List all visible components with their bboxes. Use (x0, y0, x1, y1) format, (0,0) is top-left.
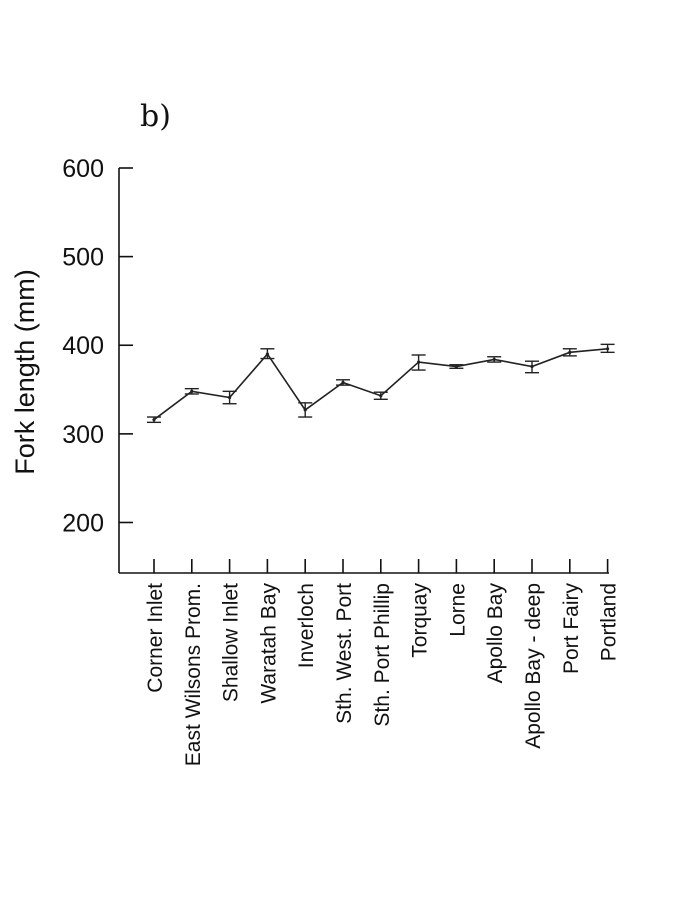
x-tick-label: Corner Inlet (144, 583, 167, 693)
x-tick-label: Torquay (409, 583, 432, 658)
y-tick-label: 600 (62, 155, 104, 183)
data-point (417, 360, 421, 364)
y-tick-label: 500 (62, 244, 104, 272)
panel-label: b) (140, 99, 171, 134)
data-point (190, 389, 194, 393)
y-tick-label: 200 (62, 509, 104, 537)
series-group (152, 347, 610, 422)
x-tick-label: Shallow Inlet (220, 583, 243, 702)
data-point (379, 394, 383, 398)
data-point (530, 364, 534, 369)
data-point (341, 380, 345, 385)
x-ticks: Corner Inlet East Wilsons Prom. Shallow In… (144, 559, 621, 766)
axes (118, 168, 609, 574)
x-tick-label: Sth. Port Phillip (371, 583, 394, 727)
y-ticks: 200 300 400 500 600 (62, 155, 133, 537)
x-tick-label: Port Fairy (560, 583, 583, 675)
data-point (265, 352, 269, 356)
data-point (492, 357, 496, 362)
data-point (454, 364, 458, 369)
data-point (606, 347, 610, 351)
data-point (303, 408, 307, 412)
x-tick-label: Lorne (446, 583, 469, 637)
y-tick-label: 300 (62, 421, 104, 449)
x-tick-label: Apollo Bay - deep (522, 583, 545, 749)
data-point (228, 395, 232, 400)
x-tick-label: Waratah Bay (257, 583, 280, 704)
x-tick-label: Portland (598, 583, 621, 661)
series-line (153, 347, 608, 421)
x-tick-label: Sth. West. Port (333, 583, 356, 724)
x-tick-label: Inverloch (295, 583, 318, 668)
data-point (568, 350, 572, 354)
error-bars (147, 343, 615, 424)
y-axis-label: Fork length (mm) (10, 269, 40, 475)
x-tick-label: East Wilsons Prom. (182, 583, 205, 766)
data-point (152, 418, 156, 422)
x-tick-label: Apollo Bay (484, 583, 507, 684)
y-tick-label: 400 (62, 332, 104, 360)
